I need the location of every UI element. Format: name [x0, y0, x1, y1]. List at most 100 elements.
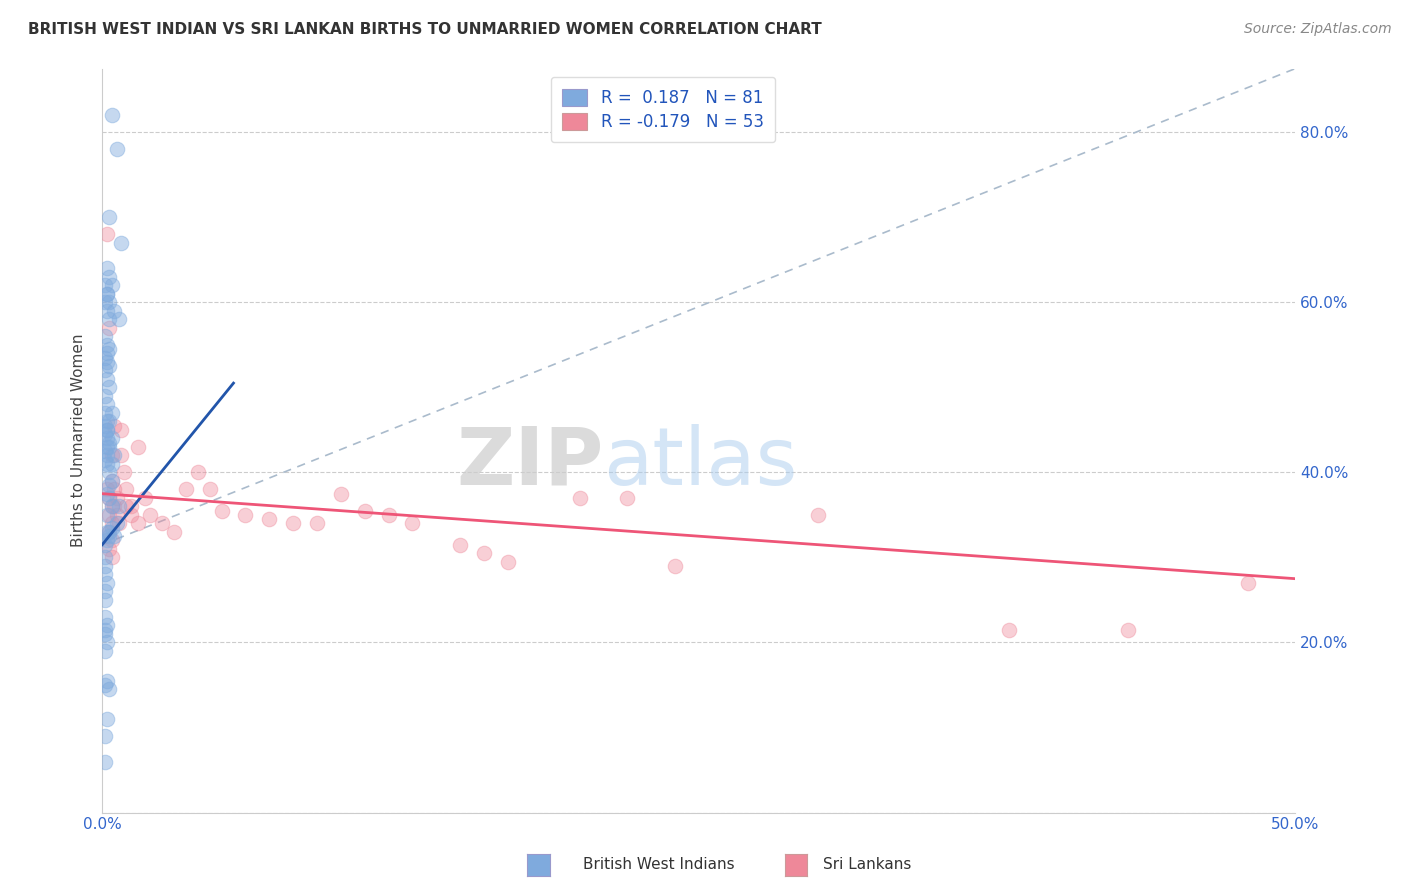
Point	[110, 423, 132, 437]
Point	[98, 491, 121, 505]
Point	[139, 508, 162, 522]
Point	[105, 508, 128, 522]
Point	[103, 483, 125, 497]
Point	[98, 529, 121, 543]
Point	[93, 278, 115, 293]
Point	[98, 359, 121, 373]
Point	[100, 533, 122, 548]
Point	[98, 269, 121, 284]
Point	[100, 474, 122, 488]
Point	[96, 635, 118, 649]
Point	[259, 512, 281, 526]
Point	[127, 516, 149, 531]
Point	[110, 449, 132, 463]
Point	[120, 500, 142, 514]
Point	[93, 729, 115, 743]
Point	[93, 610, 115, 624]
Point	[616, 491, 638, 505]
Point	[377, 508, 399, 522]
Point	[108, 312, 131, 326]
Point	[127, 440, 149, 454]
Text: ZIP: ZIP	[456, 424, 603, 502]
Point	[93, 444, 115, 458]
Point	[105, 516, 128, 531]
Point	[198, 483, 221, 497]
Point	[329, 486, 352, 500]
Point	[98, 508, 121, 522]
Point	[96, 346, 118, 360]
Point	[100, 521, 122, 535]
Point	[96, 524, 118, 539]
Point	[96, 533, 118, 548]
Point	[103, 449, 125, 463]
Point	[108, 516, 131, 531]
Point	[353, 504, 375, 518]
Point	[93, 558, 115, 573]
Point	[174, 483, 197, 497]
Point	[96, 261, 118, 276]
Point	[93, 351, 115, 365]
Point	[281, 516, 304, 531]
Point	[108, 500, 131, 514]
Point	[100, 431, 122, 445]
Text: Source: ZipAtlas.com: Source: ZipAtlas.com	[1244, 22, 1392, 37]
Point	[98, 312, 121, 326]
Point	[98, 491, 121, 505]
Text: British West Indians: British West Indians	[583, 857, 735, 872]
Point	[98, 478, 121, 492]
Point	[115, 483, 138, 497]
Point	[96, 508, 118, 522]
Text: atlas: atlas	[603, 424, 797, 502]
Point	[93, 295, 115, 310]
Point	[93, 329, 115, 343]
Point	[93, 755, 115, 769]
Text: Sri Lankans: Sri Lankans	[823, 857, 911, 872]
Point	[807, 508, 830, 522]
Point	[1236, 576, 1258, 591]
Point	[96, 712, 118, 726]
Point	[98, 380, 121, 394]
Point	[96, 286, 118, 301]
Point	[93, 623, 115, 637]
Point	[472, 546, 495, 560]
Point	[100, 550, 122, 565]
Point	[98, 524, 121, 539]
Point	[98, 682, 121, 697]
Point	[105, 491, 128, 505]
Point	[568, 491, 591, 505]
Point	[93, 427, 115, 442]
Point	[98, 321, 121, 335]
Point	[235, 508, 257, 522]
Point	[93, 567, 115, 582]
Point	[96, 227, 118, 242]
Point	[93, 406, 115, 420]
Point	[96, 431, 118, 445]
Point	[98, 524, 121, 539]
Point	[100, 500, 122, 514]
Point	[110, 235, 132, 250]
Point	[96, 486, 118, 500]
Point	[93, 452, 115, 467]
Point	[100, 474, 122, 488]
Point	[100, 108, 122, 122]
Point	[100, 406, 122, 420]
Point	[449, 538, 471, 552]
Point	[93, 584, 115, 599]
Point	[105, 142, 128, 156]
Point	[96, 457, 118, 471]
Point	[103, 418, 125, 433]
Point	[93, 418, 115, 433]
Point	[96, 576, 118, 591]
Point	[664, 558, 686, 573]
Point	[187, 466, 209, 480]
Point	[93, 593, 115, 607]
Point	[93, 550, 115, 565]
Point	[401, 516, 423, 531]
Point	[96, 483, 118, 497]
Point	[96, 303, 118, 318]
Point	[96, 414, 118, 428]
Point	[93, 389, 115, 403]
Point	[96, 449, 118, 463]
Point	[93, 363, 115, 377]
Point	[93, 627, 115, 641]
